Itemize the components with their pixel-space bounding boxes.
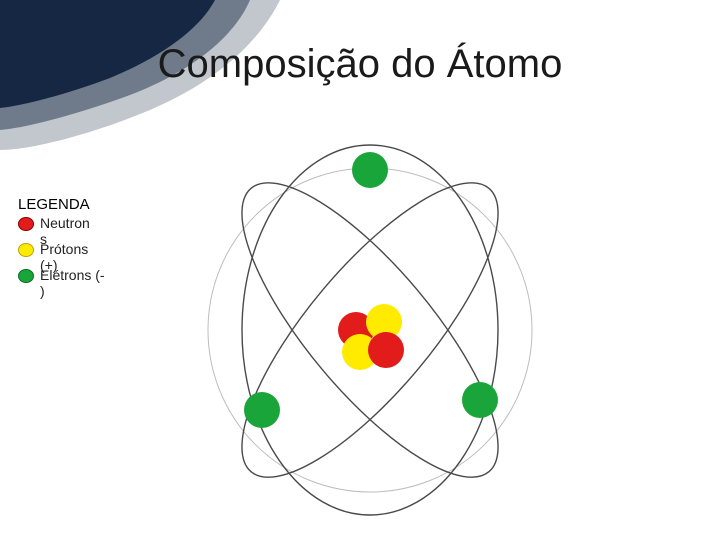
legend-dot-neutron [18, 217, 34, 231]
electron-particle [244, 392, 280, 428]
page-title: Composição do Átomo [0, 42, 720, 87]
atom-svg [170, 130, 570, 530]
legend-box: LEGENDA Neutron s Prótons (+) Elétrons (… [18, 196, 138, 299]
legend-dot-proton [18, 243, 34, 257]
electron-particle [462, 382, 498, 418]
legend-dot-electron [18, 269, 34, 283]
legend-title: LEGENDA [18, 196, 138, 213]
legend-label-electrons: Elétrons (- ) [18, 267, 138, 299]
legend-item-electrons: Elétrons (- ) [18, 267, 138, 299]
atom-diagram [170, 130, 570, 530]
neutron-particle [368, 332, 404, 368]
electron-particle [352, 152, 388, 188]
